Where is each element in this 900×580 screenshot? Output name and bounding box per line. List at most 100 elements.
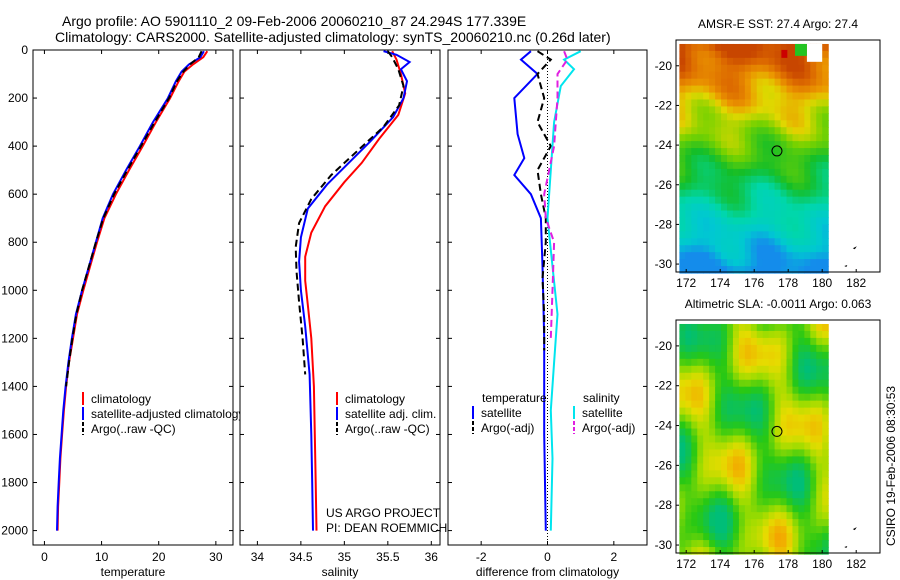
sla-map-cell — [732, 428, 740, 437]
sla-map-cell — [715, 393, 722, 402]
sla-map-cell — [709, 442, 716, 451]
sla-map-cell — [685, 498, 692, 506]
sla-map-cell — [691, 386, 698, 395]
sla-map-cell — [727, 526, 734, 534]
sst-map-cell — [721, 252, 728, 260]
sla-map-cell — [750, 540, 758, 548]
sst-map-cell — [679, 266, 686, 274]
sla-map-cell — [756, 358, 764, 367]
sla-map-cell — [685, 365, 692, 374]
sla-map-cell — [822, 330, 829, 339]
sst-map-cell — [679, 252, 686, 260]
sst-map-xtick-label: 176 — [744, 276, 764, 290]
sla-map-cell — [798, 365, 805, 374]
sst-map-cell — [732, 224, 740, 232]
sla-map-cell — [715, 372, 722, 381]
sla-map-cell — [732, 330, 740, 339]
sst-map-cell — [732, 141, 740, 149]
sla-map-cell — [732, 505, 740, 513]
sst-map-cell — [786, 168, 794, 177]
sla-map-ytick-label: -20 — [655, 339, 673, 353]
sst-map-cell — [721, 196, 728, 205]
sst-map-cell — [822, 231, 829, 239]
sst-map-cell — [715, 92, 722, 101]
sst-map-cell — [810, 238, 817, 246]
sla-map-cell — [804, 393, 811, 402]
sst-map-cell — [691, 127, 698, 135]
sla-map-cell — [810, 449, 817, 458]
sst-map-cell — [750, 148, 758, 156]
sla-map-cell — [762, 393, 770, 402]
sla-map-cell — [804, 428, 811, 437]
sst-map-cell — [816, 231, 823, 239]
sla-map-field — [679, 323, 829, 555]
sst-map-cell — [816, 210, 823, 219]
sst-map-cell — [804, 85, 811, 94]
sst-map-cell — [738, 113, 746, 121]
sst-map-cell — [738, 175, 746, 184]
sst-map-cell — [762, 148, 770, 156]
sst-map-cell — [709, 43, 716, 52]
sst-map-cell — [798, 182, 805, 191]
sst-map-cell — [822, 106, 829, 114]
sst-map-cell — [822, 224, 829, 232]
sst-map-cell — [709, 161, 716, 170]
sst-map-profile-marker — [771, 145, 783, 157]
sst-map-cell — [685, 120, 692, 128]
sst-map-cell — [786, 196, 794, 205]
sst-map-cell — [727, 238, 734, 246]
sla-map-cell — [762, 491, 770, 499]
sst-map-cell — [721, 113, 728, 121]
depth-tick-label: 2000 — [1, 524, 28, 538]
sla-map-cell — [697, 505, 704, 513]
sla-map-cell — [816, 463, 823, 471]
sla-map-cell — [804, 526, 811, 534]
sla-map-cell — [685, 421, 692, 430]
sla-map-cell — [780, 407, 788, 416]
sst-map-cell — [798, 92, 805, 101]
difference-legend-title-salinity: salinity — [583, 391, 620, 405]
sla-map-cell — [727, 386, 734, 395]
sla-map-cell — [685, 351, 692, 360]
sst-map-cell — [756, 127, 764, 135]
sst-map-cell — [816, 106, 823, 114]
sla-map-xtick-label: 172 — [676, 557, 696, 571]
sst-map-cell — [732, 161, 740, 170]
sst-map-cell — [774, 168, 782, 177]
sst-map-cell — [750, 113, 758, 121]
sla-map-cell — [738, 477, 746, 485]
sst-map-cell — [703, 182, 710, 191]
sla-map-cell — [685, 337, 692, 346]
sla-map-cell — [798, 463, 805, 471]
sla-map-cell — [721, 330, 728, 339]
sst-map-cell — [774, 64, 782, 73]
sst-map-cell — [703, 134, 710, 142]
sst-map-cell — [738, 155, 746, 163]
sla-map-cell — [786, 414, 794, 423]
sst-map-cell — [697, 57, 704, 66]
sst-map-cell — [685, 245, 692, 253]
sla-map-cell — [816, 393, 823, 402]
sst-map-cell — [697, 203, 704, 212]
sst-map-cell — [738, 148, 746, 156]
sst-map-cell — [804, 175, 811, 184]
sla-map-cell — [685, 491, 692, 499]
sla-map-cell — [721, 540, 728, 548]
sst-map-island-mark — [844, 265, 848, 268]
sla-map-cell — [727, 477, 734, 485]
sst-map-cell — [810, 71, 817, 80]
sla-map-cell — [709, 456, 716, 464]
sst-map-cell — [732, 99, 740, 108]
difference-legend-right-label: Argo(-adj) — [582, 421, 635, 435]
sst-map-cell — [727, 148, 734, 156]
sst-map-cell — [780, 71, 788, 80]
sst-map-cell — [750, 168, 758, 177]
sst-map-cell — [732, 106, 740, 114]
sla-map-cell — [774, 512, 782, 520]
sst-map-cell — [697, 113, 704, 121]
sla-map-cell — [816, 512, 823, 520]
sst-map-cell — [762, 203, 770, 212]
sst-map-cell — [786, 252, 794, 260]
difference-xtick-label: 2 — [610, 550, 617, 564]
difference-series-line-3 — [543, 50, 569, 339]
